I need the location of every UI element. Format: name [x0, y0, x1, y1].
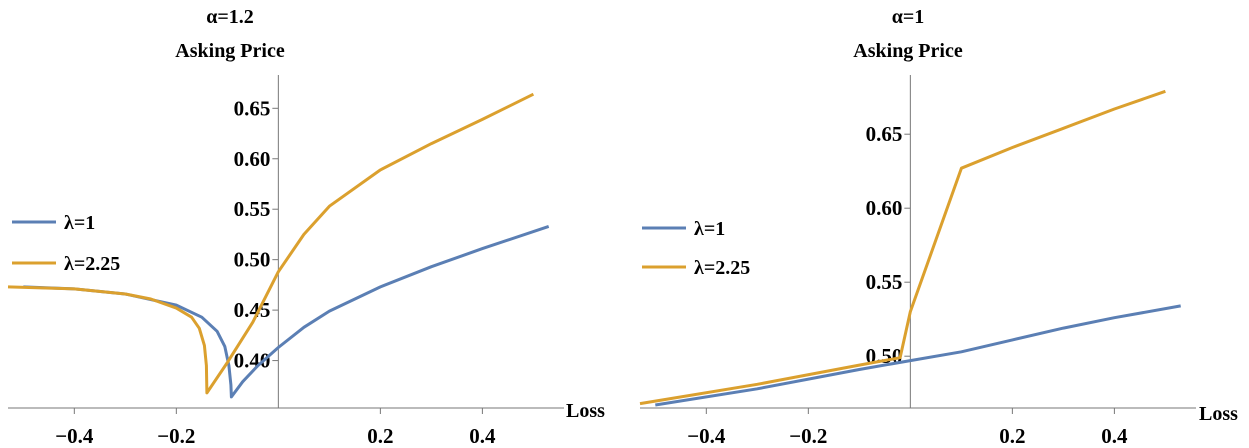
chart-left: α=1.2 Asking Price −0.4 −0.2 0.2 0.4 0.400.…: [7, 6, 605, 448]
legend-label-lambda-2-25: λ=2.25: [694, 257, 750, 279]
chart-right-title: α=1: [892, 6, 925, 28]
x-tick-label: −0.4: [55, 424, 94, 448]
y-tick-label: 0.65: [866, 122, 903, 146]
y-tick-label: 0.65: [234, 96, 271, 120]
chart-left-x-ticks: −0.4 −0.2 0.2 0.4: [55, 408, 496, 448]
x-tick-label: −0.2: [157, 424, 195, 448]
x-tick-label: 0.4: [1101, 424, 1128, 448]
chart-left-subtitle: Asking Price: [175, 40, 285, 62]
series-lambda-1-line: [23, 224, 550, 399]
chart-right: α=1 Asking Price −0.4 −0.2 0.2 0.4 0.500.55…: [639, 6, 1238, 448]
chart-right-x-ticks: −0.4 −0.2 0.2 0.4: [687, 408, 1128, 448]
x-tick-label: −0.2: [789, 424, 827, 448]
x-tick-label: 0.2: [367, 424, 393, 448]
x-tick-label: 0.2: [999, 424, 1025, 448]
legend-label-lambda-1: λ=1: [64, 212, 95, 234]
chart-right-x-axis-label: Loss: [1199, 403, 1238, 425]
y-tick-label: 0.50: [234, 248, 271, 272]
chart-left-legend: λ=1 λ=2.25: [12, 212, 120, 275]
chart-right-subtitle: Asking Price: [853, 40, 963, 62]
x-tick-label: 0.4: [469, 424, 496, 448]
chart-right-axes: [640, 75, 1196, 409]
y-tick-label: 0.60: [234, 147, 271, 171]
chart-left-y-ticks: 0.400.450.500.550.600.65: [234, 96, 279, 373]
x-tick-label: −0.4: [687, 424, 726, 448]
chart-right-legend: λ=1 λ=2.25: [642, 218, 750, 279]
chart-left-series: [7, 92, 550, 399]
y-tick-label: 0.55: [234, 197, 271, 221]
y-tick-label: 0.55: [866, 270, 903, 294]
chart-right-series: [639, 89, 1181, 407]
chart-left-title: α=1.2: [206, 6, 254, 28]
series-lambda-2-25-line: [639, 89, 1166, 406]
y-tick-label: 0.60: [866, 196, 903, 220]
legend-label-lambda-1: λ=1: [694, 218, 725, 240]
chart-right-y-ticks: 0.500.550.600.65: [866, 122, 911, 368]
legend-label-lambda-2-25: λ=2.25: [64, 253, 120, 275]
chart-left-x-axis-label: Loss: [566, 400, 605, 422]
series-lambda-1-line: [655, 304, 1181, 407]
chart-left-axes: [8, 75, 564, 409]
series-lambda-2-25-line: [7, 92, 535, 395]
